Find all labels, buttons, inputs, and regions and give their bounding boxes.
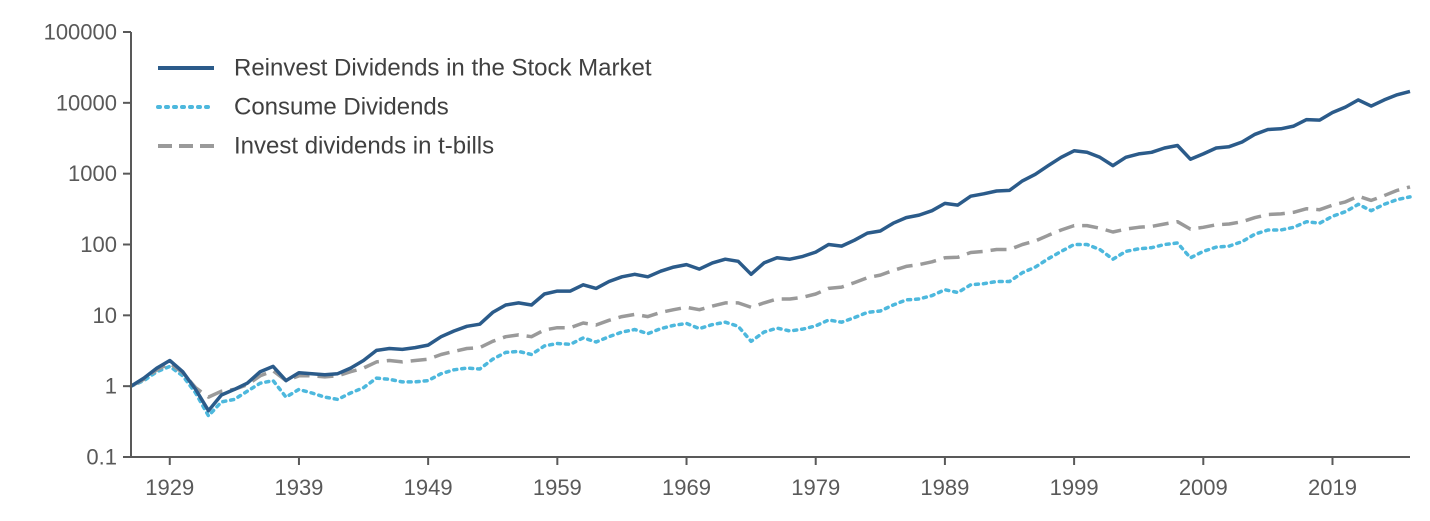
x-tick-label: 2009	[1179, 475, 1228, 500]
series-layer	[129, 89, 1412, 418]
legend: Reinvest Dividends in the Stock Market Co…	[156, 55, 652, 160]
series-line-2	[130, 185, 1411, 399]
y-tick-label: 10	[93, 303, 117, 328]
x-tick-label: 1969	[662, 475, 711, 500]
legend-label-0: Reinvest Dividends in the Stock Market	[234, 55, 652, 82]
x-tick-label: 1989	[920, 475, 969, 500]
legend-label-1: Consume Dividends	[234, 94, 449, 121]
y-tick-label: 100000	[44, 20, 117, 45]
x-tick-label: 2019	[1308, 475, 1357, 500]
y-tick-label: 1	[105, 374, 117, 399]
x-tick-label: 1959	[533, 475, 582, 500]
x-axis-ticks: 1929 1939 1949 1959 1969 1979 1989 1999 2009 2019	[145, 457, 1357, 500]
x-tick-label: 1939	[274, 475, 323, 500]
x-tick-label: 1979	[791, 475, 840, 500]
y-tick-label: 10000	[56, 90, 117, 115]
y-axis-ticks: 0.1 1 10 100 1000 10000 100000	[44, 20, 131, 470]
y-tick-label: 100	[80, 232, 117, 257]
series-line-0	[130, 89, 1411, 413]
x-tick-label: 1949	[404, 475, 453, 500]
legend-label-2: Invest dividends in t-bills	[234, 133, 494, 160]
y-tick-label: 1000	[68, 161, 117, 186]
series-line-1	[129, 195, 1412, 418]
x-tick-label: 1999	[1050, 475, 1099, 500]
y-tick-label: 0.1	[86, 445, 117, 470]
x-tick-label: 1929	[145, 475, 194, 500]
